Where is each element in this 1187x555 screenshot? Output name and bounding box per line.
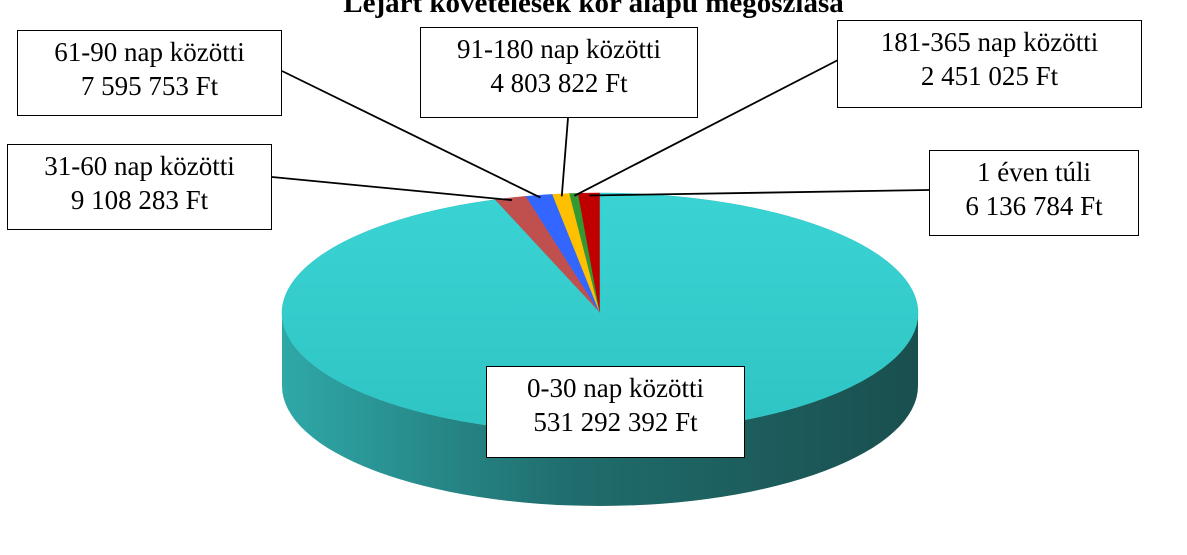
data-label-31-60: 31-60 nap közötti 9 108 283 Ft <box>7 144 272 230</box>
leader-line-2 <box>281 70 541 199</box>
data-label-category: 61-90 nap közötti <box>54 37 245 67</box>
data-label-value: 2 451 025 Ft <box>920 61 1059 91</box>
data-label-category: 91-180 nap közötti <box>457 34 661 64</box>
data-label-value: 4 803 822 Ft <box>490 68 628 98</box>
data-label-value: 7 595 753 Ft <box>80 71 219 101</box>
data-label-category: 1 éven túli <box>977 157 1091 187</box>
leader-line-5 <box>589 189 930 197</box>
data-label-value: 6 136 784 Ft <box>965 191 1103 221</box>
leader-lines <box>271 59 930 202</box>
data-label-181-365: 181-365 nap közötti 2 451 025 Ft <box>837 20 1142 108</box>
data-label-61-90: 61-90 nap közötti 7 595 753 Ft <box>17 30 282 116</box>
leader-line-4 <box>573 59 839 197</box>
data-label-over-1-year: 1 éven túli 6 136 784 Ft <box>929 150 1139 236</box>
data-label-value: 531 292 392 Ft <box>533 407 698 437</box>
pie-side <box>282 313 918 506</box>
data-label-91-180: 91-180 nap közötti 4 803 822 Ft <box>420 27 698 118</box>
data-label-0-30: 0-30 nap közötti 531 292 392 Ft <box>486 366 745 458</box>
leader-line-3 <box>560 117 569 197</box>
pie-top <box>281 192 919 434</box>
data-label-category: 181-365 nap közötti <box>880 27 1099 57</box>
leader-line-1 <box>271 176 513 202</box>
data-label-category: 0-30 nap közötti <box>527 373 704 403</box>
data-label-value: 9 108 283 Ft <box>70 185 209 215</box>
pie-side-wall <box>282 313 918 506</box>
data-label-category: 31-60 nap közötti <box>44 151 235 181</box>
chart-title: Lejárt követelések kor alapú megoszlása <box>343 0 844 19</box>
